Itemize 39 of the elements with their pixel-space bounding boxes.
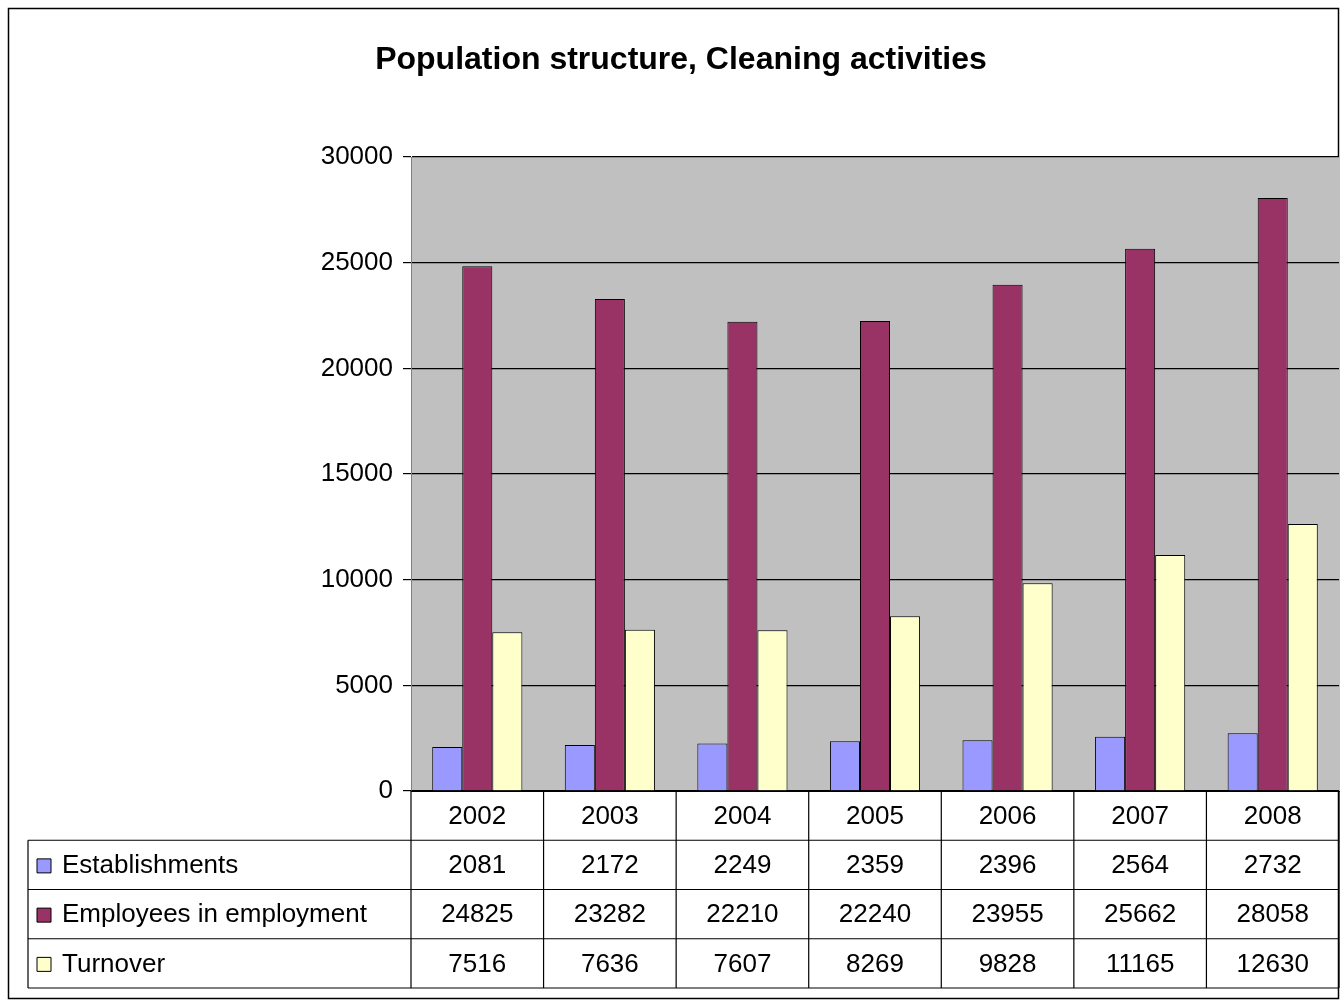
data-label: 8269	[846, 947, 904, 978]
y-tick-label: 0	[378, 774, 393, 805]
data-label: 2172	[580, 849, 639, 880]
data-label: 2564	[1111, 849, 1170, 880]
data-label: 23282	[573, 898, 647, 929]
y-tick-label: 15000	[320, 457, 393, 488]
legend-label: Employees in employment	[62, 898, 368, 929]
data-label: 7607	[713, 947, 772, 978]
data-label: 7516	[448, 947, 507, 978]
y-tick-label: 30000	[320, 140, 393, 171]
data-label: 24825	[441, 898, 514, 929]
x-tick-label: 2007	[1111, 799, 1170, 830]
y-tick-label: 25000	[320, 245, 393, 276]
y-tick-label: 10000	[320, 562, 393, 593]
x-tick-label: 2008	[1243, 799, 1302, 830]
data-label: 12630	[1236, 947, 1309, 978]
x-tick-label: 2002	[448, 799, 507, 830]
data-label: 22210	[706, 898, 779, 929]
x-tick-label: 2004	[713, 799, 772, 830]
data-label: 2081	[448, 849, 507, 880]
legend-label: Turnover	[62, 947, 166, 978]
x-tick-label: 2006	[978, 799, 1037, 830]
x-tick-label: 2005	[846, 799, 904, 830]
y-tick-label: 20000	[320, 351, 393, 382]
data-label: 23955	[971, 898, 1044, 929]
data-label: 28058	[1236, 898, 1309, 929]
data-label: 2396	[978, 849, 1037, 880]
data-label: 25662	[1103, 898, 1177, 929]
data-label: 2732	[1243, 849, 1302, 880]
data-label: 22240	[838, 898, 912, 929]
chart-title: Population structure, Cleaning activities	[375, 39, 987, 76]
y-tick-label: 5000	[335, 668, 393, 699]
data-label: 7636	[580, 947, 639, 978]
x-tick-label: 2003	[580, 799, 639, 830]
data-label: 9828	[978, 947, 1037, 978]
legend-label: Establishments	[62, 849, 239, 880]
data-label: 2359	[846, 849, 904, 880]
data-label: 2249	[713, 849, 772, 880]
data-label: 11165	[1105, 947, 1175, 978]
